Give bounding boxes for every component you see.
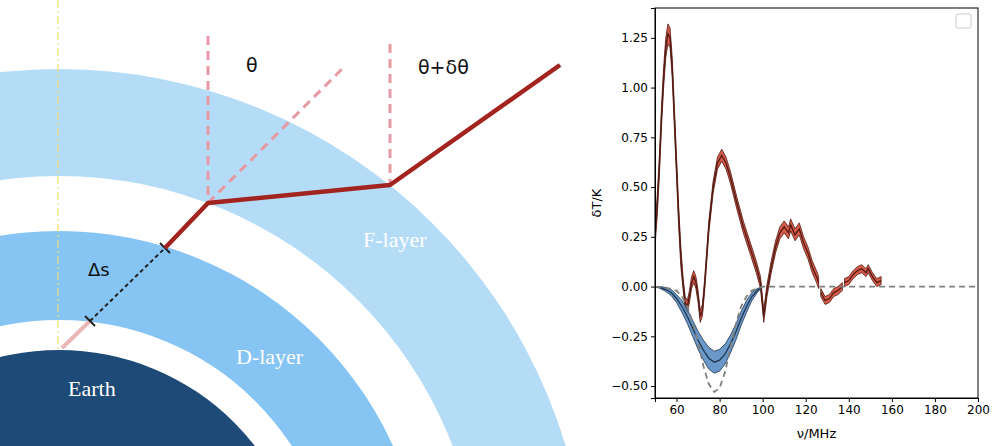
error-band — [655, 24, 881, 322]
y-tick-mark — [651, 287, 655, 288]
diagram-label: Δs — [88, 259, 110, 280]
ray-extension — [208, 66, 345, 203]
x-tick-mark — [935, 398, 936, 402]
x-tick: 160 — [881, 398, 904, 417]
gap — [0, 320, 337, 446]
x-tick-mark — [720, 398, 721, 402]
x-tick-label: 200 — [967, 403, 990, 417]
chart: 60 80 100 120 140 160 180 200 −0.50 −0.25 0.00 0.25… — [589, 8, 990, 441]
legend-box — [956, 14, 971, 28]
plot-marks — [655, 24, 978, 392]
x-axis-line — [656, 399, 979, 403]
diagram-label: θ+δθ — [418, 56, 469, 78]
x-tick-mark — [806, 398, 807, 402]
x-tick-label: 80 — [712, 403, 727, 417]
y-tick-mark — [651, 386, 655, 387]
diagram-label: D-layer — [236, 344, 304, 369]
y-tick-label: 0.25 — [621, 230, 648, 244]
y-axis-title: δT/K — [589, 188, 604, 217]
y-tick-label: 1.00 — [621, 81, 648, 95]
band-center-line — [655, 34, 881, 317]
normal-line — [207, 36, 210, 203]
y-tick-mark — [651, 38, 655, 39]
model-line — [655, 287, 978, 392]
diagram-label: F-layer — [363, 227, 427, 252]
y-tick-label: 0.00 — [621, 280, 648, 294]
x-tick-label: 160 — [881, 403, 904, 417]
y-tick: 0.75 — [621, 131, 655, 145]
x-tick-mark — [978, 398, 979, 402]
x-tick-label: 60 — [669, 403, 684, 417]
ray-faint — [62, 321, 90, 348]
y-tick-mark — [651, 137, 655, 138]
y-tick-label: 1.25 — [621, 31, 648, 45]
x-tick: 200 — [967, 398, 990, 417]
x-tick: 80 — [712, 398, 727, 417]
diagram-label: Earth — [68, 376, 116, 401]
y-tick-mark — [651, 336, 655, 337]
y-tick-label: −0.50 — [611, 379, 648, 393]
error-band — [655, 287, 763, 374]
plot-frame — [655, 8, 978, 398]
d-layer — [0, 231, 426, 446]
path-length-end — [85, 316, 95, 326]
x-tick-mark — [677, 398, 678, 402]
x-tick-mark — [892, 398, 893, 402]
y-tick: 1.25 — [621, 31, 655, 45]
normal-line — [389, 44, 392, 185]
x-tick-label: 140 — [838, 403, 861, 417]
y-tick-label: 0.50 — [621, 180, 648, 194]
y-tick: 0.50 — [621, 180, 655, 194]
y-tick-mark — [651, 187, 655, 188]
y-tick-mark — [651, 88, 655, 89]
y-tick: 1.00 — [621, 81, 655, 95]
x-tick-mark — [849, 398, 850, 402]
y-tick: 0.00 — [621, 280, 655, 294]
x-tick: 140 — [838, 398, 861, 417]
zenith-line — [57, 0, 58, 350]
x-axis: 60 80 100 120 140 160 180 200 — [656, 398, 990, 417]
y-axis: −0.50 −0.25 0.00 0.25 0.50 0.75 1.00 1.25 — [611, 9, 655, 399]
y-tick-label: −0.25 — [611, 330, 648, 344]
diagram: θ θ+δθ Δs D-layer F-layer Earth — [0, 0, 588, 446]
y-tick-label: 0.75 — [621, 131, 648, 145]
y-tick: −0.50 — [611, 379, 655, 393]
diagram-label: θ — [246, 54, 258, 76]
x-axis-title: ν/MHz — [797, 426, 837, 441]
x-tick-label: 120 — [795, 403, 818, 417]
gap — [0, 176, 481, 446]
y-tick-mark — [651, 237, 655, 238]
x-tick: 60 — [669, 398, 684, 417]
figure: θ θ+δθ Δs D-layer F-layer Earth 60 80 100 120 140 1… — [0, 0, 995, 446]
x-tick-mark — [763, 398, 764, 402]
ray — [165, 65, 560, 248]
y-tick: 0.25 — [621, 230, 655, 244]
x-tick: 180 — [924, 398, 947, 417]
x-tick-label: 100 — [752, 403, 775, 417]
x-tick-label: 180 — [924, 403, 947, 417]
x-tick: 100 — [752, 398, 775, 417]
x-tick: 120 — [795, 398, 818, 417]
y-tick: −0.25 — [611, 330, 655, 344]
y-axis-line — [651, 9, 656, 399]
